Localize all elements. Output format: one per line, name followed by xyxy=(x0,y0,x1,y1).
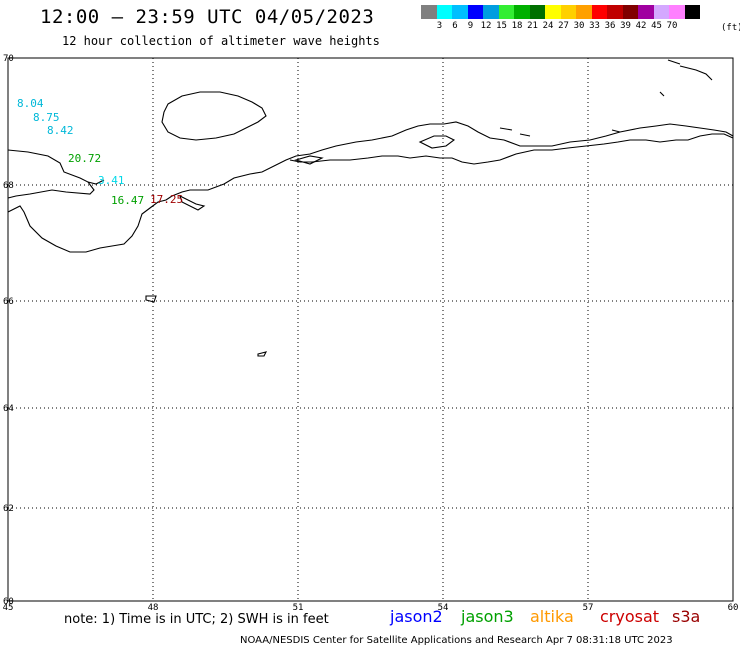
color-scale-label: 12 xyxy=(480,21,492,31)
color-swatch xyxy=(607,5,623,19)
longitude-tick-label: 48 xyxy=(148,603,159,613)
page-subtitle: 12 hour collection of altimeter wave hei… xyxy=(62,34,380,48)
color-scale-label: 42 xyxy=(635,21,647,31)
longitude-tick-label: 57 xyxy=(583,603,594,613)
color-swatch xyxy=(622,5,638,19)
satellite-legend-altika: altika xyxy=(530,607,574,626)
color-swatch xyxy=(514,5,530,19)
color-scale-label: 18 xyxy=(511,21,523,31)
color-scale-labels: 3 6 9 12 15 18 21 24 27 30 33 36 39 42 45 70 xyxy=(421,19,700,31)
bay-inlet xyxy=(179,194,206,211)
longitude-tick-label: 51 xyxy=(293,603,304,613)
satellite-legend-jason3: jason3 xyxy=(461,607,514,626)
color-swatch xyxy=(483,5,499,19)
latitude-tick-label: 60 xyxy=(3,597,14,607)
wave-height-value: 20.72 xyxy=(68,152,101,165)
latitude-tick-label: 70 xyxy=(3,54,14,64)
page-title: 12:00 – 23:59 UTC 04/05/2023 xyxy=(40,6,375,28)
color-swatch xyxy=(529,5,545,19)
longitude-tick-label: 45 xyxy=(3,603,14,613)
color-scale-label: 30 xyxy=(573,21,585,31)
color-swatch xyxy=(452,5,468,19)
small-islets-east xyxy=(499,91,665,137)
color-scale-label: 33 xyxy=(589,21,600,31)
color-scale-label: 36 xyxy=(604,21,616,31)
latitude-tick-label: 68 xyxy=(3,181,14,191)
color-scale-label: 15 xyxy=(496,21,507,31)
kolguev-island xyxy=(161,91,267,141)
small-island-2 xyxy=(257,351,268,357)
color-swatch xyxy=(591,5,607,19)
latitude-tick-label: 64 xyxy=(3,404,14,414)
color-scale-label: 21 xyxy=(527,21,538,31)
color-scale-label: 6 xyxy=(452,21,458,31)
satellite-legend-jason2: jason2 xyxy=(390,607,443,626)
satellite-legend-s3a: s3a xyxy=(672,607,701,626)
color-swatch xyxy=(436,5,452,19)
color-swatch xyxy=(467,5,483,19)
color-scale-unit: (ft) xyxy=(721,23,740,33)
longitude-tick-label: 60 xyxy=(728,603,739,613)
coastline-mainland-lower xyxy=(289,133,734,165)
wave-height-value: 16.47 xyxy=(111,194,144,207)
color-swatch xyxy=(638,5,654,19)
map-gridlines xyxy=(8,58,733,601)
color-swatch xyxy=(684,5,700,19)
spit-west xyxy=(87,179,105,185)
coastline-mainland-west xyxy=(7,121,734,253)
color-scale-swatches xyxy=(421,5,700,19)
color-scale-label: 27 xyxy=(558,21,569,31)
observation-labels: 8.048.758.42 20.72 3.41 16.47 17.25 xyxy=(17,97,183,207)
color-swatch xyxy=(545,5,561,19)
small-island-1 xyxy=(145,295,157,303)
color-swatch xyxy=(653,5,669,19)
wave-height-value: 17.25 xyxy=(150,193,183,206)
wave-height-value: 3.41 xyxy=(98,174,125,187)
color-swatch xyxy=(576,5,592,19)
satellite-legend-cryosat: cryosat xyxy=(600,607,660,626)
latitude-tick-label: 62 xyxy=(3,504,14,514)
color-scale-label: 70 xyxy=(666,21,678,31)
color-scale-label: 3 xyxy=(436,21,443,31)
wave-height-value: 8.04 xyxy=(17,97,44,110)
coastline xyxy=(7,59,734,357)
color-swatch xyxy=(421,5,437,19)
color-scale-label: 24 xyxy=(542,21,554,31)
color-scale-label: 39 xyxy=(620,21,631,31)
wave-height-value: 8.42 xyxy=(47,124,74,137)
longitude-tick-label: 54 xyxy=(438,603,449,613)
color-swatch xyxy=(498,5,514,19)
wave-height-value: 8.75 xyxy=(33,111,60,124)
axis-tick-labels: 45 48 51 54 57 60 70 68 66 64 62 60 xyxy=(3,54,739,613)
color-swatch xyxy=(560,5,576,19)
color-scale-label: 45 xyxy=(651,21,662,31)
footnote: note: 1) Time is in UTC; 2) SWH is in fe… xyxy=(64,612,329,627)
credit-line: NOAA/NESDIS Center for Satellite Applica… xyxy=(240,635,673,646)
vaygach-area-islands xyxy=(293,59,713,165)
color-scale-label: 9 xyxy=(467,21,474,31)
latitude-tick-label: 66 xyxy=(3,297,14,307)
color-swatch xyxy=(669,5,685,19)
map-frame xyxy=(7,57,734,602)
